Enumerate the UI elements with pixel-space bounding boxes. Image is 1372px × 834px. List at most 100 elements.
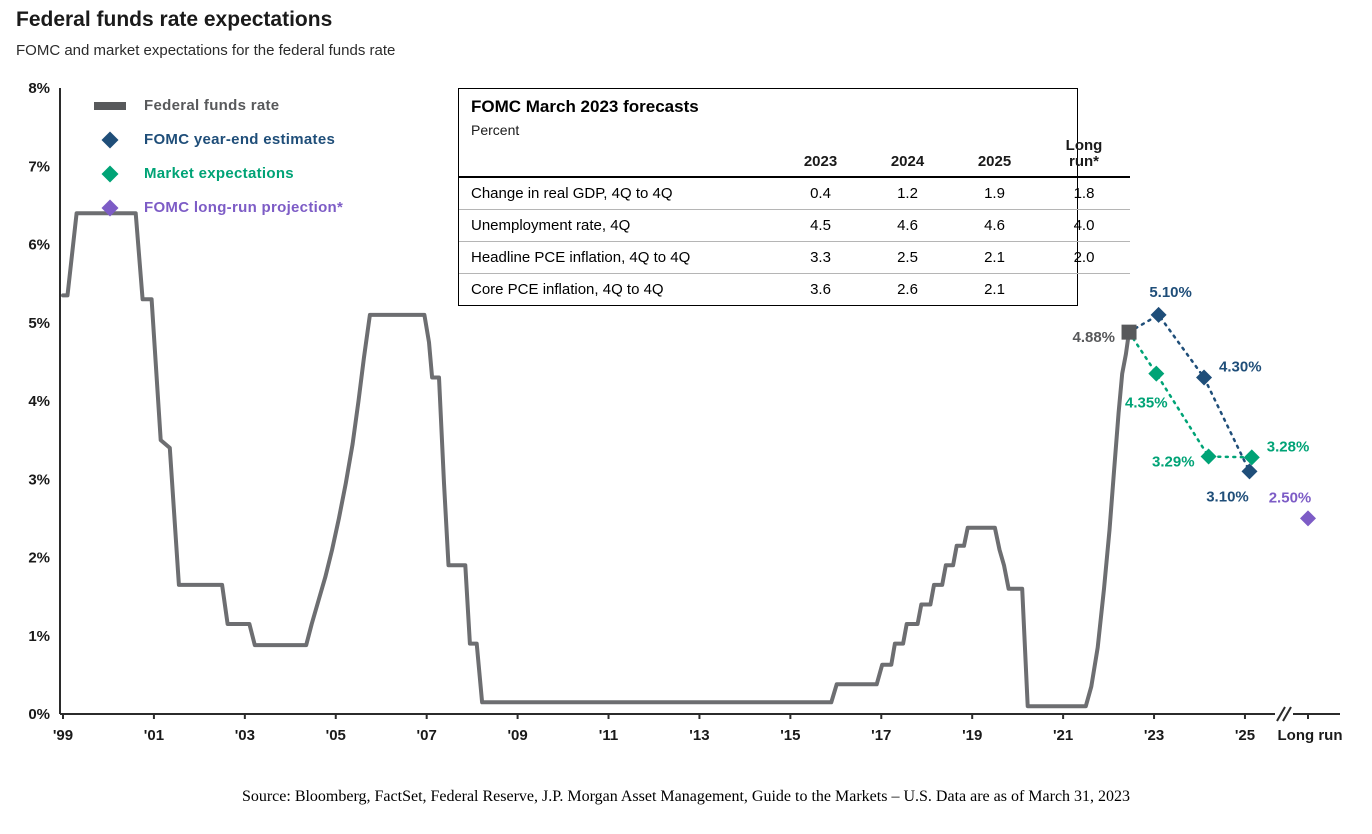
- legend-item: FOMC year-end estimates: [86, 129, 343, 150]
- forecast-table: FOMC March 2023 forecasts Percent 2023 20…: [458, 88, 1130, 306]
- estimate-value-label: 2.50%: [1269, 489, 1312, 506]
- forecast-table-cell: 4.5: [777, 209, 864, 242]
- legend-item: FOMC long-run projection*: [86, 197, 343, 218]
- forecast-table-cell: 3.6: [810, 280, 831, 298]
- forecast-table-header-cell: 2024: [864, 138, 951, 178]
- estimate-diamond-marker: [1196, 369, 1213, 386]
- forecast-table-cell: 4.6: [864, 209, 951, 242]
- x-axis-label: '99: [53, 727, 73, 744]
- chart-subtitle: FOMC and market expectations for the fed…: [16, 42, 396, 59]
- estimate-diamond-marker: [1148, 365, 1165, 382]
- x-axis-label: '07: [417, 727, 437, 744]
- forecast-table-cell: [1038, 273, 1130, 305]
- diamond-icon: [101, 165, 119, 182]
- diamond-icon: [86, 199, 134, 216]
- forecast-table-unit: Percent: [471, 122, 520, 138]
- y-axis-label: 6%: [28, 237, 50, 254]
- estimate-diamond-marker: [1150, 306, 1167, 323]
- axis-break-icon: [1282, 706, 1292, 722]
- forecast-table-row-label: Core PCE inflation, 4Q to 4Q: [471, 280, 664, 298]
- forecast-table-cell: 1.9: [951, 176, 1038, 210]
- diamond-icon: [101, 131, 119, 148]
- estimate-diamond-marker: [1200, 448, 1217, 465]
- forecast-table-cell: 0.4: [777, 176, 864, 210]
- forecast-table-row: Change in real GDP, 4Q to 4Q 0.4 1.2 1.9 1.8: [459, 176, 1130, 210]
- estimate-value-label: 4.35%: [1125, 395, 1168, 412]
- diamond-icon: [86, 131, 134, 148]
- current-rate-label: 4.88%: [1072, 329, 1115, 346]
- diamond-icon: [101, 199, 119, 216]
- forecast-table-row: Unemployment rate, 4Q 4.5 4.6 4.6 4.0: [459, 209, 1130, 242]
- forecast-table-cell: 2.6: [897, 280, 918, 298]
- x-axis-label: '05: [326, 727, 346, 744]
- forecast-table-header-cell: 2025: [951, 138, 1038, 178]
- x-axis-label-long-run: Long run: [1278, 727, 1343, 744]
- legend-label: Market expectations: [144, 165, 294, 182]
- forecast-table-row: Core PCE inflation, 4Q to 4Q 3.6 2.6 2.1: [459, 273, 1130, 305]
- axis-break-icon: [1276, 706, 1286, 722]
- legend-item: Federal funds rate: [86, 95, 343, 116]
- legend-label: FOMC year-end estimates: [144, 131, 336, 148]
- forecast-table-header-cell: 2023: [777, 138, 864, 178]
- legend-label: FOMC long-run projection*: [144, 199, 344, 216]
- x-axis-label: '11: [599, 727, 618, 744]
- estimate-value-label: 3.10%: [1206, 488, 1249, 505]
- x-axis-label: '15: [780, 727, 800, 744]
- legend-item: Market expectations: [86, 163, 343, 184]
- estimate-connector-line: [1127, 330, 1254, 459]
- forecast-table-cell: 2.0: [1038, 241, 1130, 274]
- forecast-table-row: Headline PCE inflation, 4Q to 4Q 3.3 2.5 2.…: [459, 241, 1130, 274]
- source-note: Source: Bloomberg, FactSet, Federal Rese…: [241, 788, 1131, 805]
- forecast-table-cell: 2.1: [951, 241, 1038, 274]
- forecast-table-header-cell: [459, 138, 777, 178]
- estimate-value-label: 4.30%: [1219, 359, 1262, 376]
- forecast-table-cell: 1.8: [1038, 176, 1130, 210]
- forecast-table-row-label: Headline PCE inflation, 4Q to 4Q: [459, 241, 777, 274]
- y-axis-label: 7%: [28, 158, 50, 175]
- line-swatch-icon: [86, 101, 134, 110]
- diamond-icon: [86, 165, 134, 182]
- x-axis-label: '21: [1053, 727, 1073, 744]
- x-axis-label: '03: [235, 727, 255, 744]
- forecast-table-title: FOMC March 2023 forecasts: [471, 97, 699, 116]
- forecast-table-cell: 3.3: [777, 241, 864, 274]
- estimate-diamond-marker: [1300, 510, 1316, 527]
- y-axis-label: 1%: [28, 628, 50, 645]
- forecast-table-header-cell: Long run*: [1038, 138, 1130, 178]
- y-axis-label: 8%: [28, 80, 50, 97]
- y-axis-label: 3%: [28, 471, 50, 488]
- fed-funds-line: [61, 211, 1131, 709]
- x-axis-label: '19: [962, 727, 982, 744]
- forecast-table-cell: 4.0: [1038, 209, 1130, 242]
- forecast-table-grid: 2023 2024 2025 Long run* Change in real GDP,…: [459, 138, 1130, 305]
- legend-label: Federal funds rate: [144, 97, 280, 114]
- x-axis-label: '01: [144, 727, 164, 744]
- current-rate-marker: [1121, 324, 1137, 340]
- y-axis-label: 0%: [28, 706, 50, 723]
- forecast-table-row-label: Unemployment rate, 4Q: [459, 209, 777, 242]
- forecast-table-row-label: Change in real GDP, 4Q to 4Q: [459, 176, 777, 210]
- estimate-value-label: 3.29%: [1152, 454, 1195, 471]
- forecast-table-cell: 2.5: [864, 241, 951, 274]
- estimate-diamond-marker: [1243, 449, 1260, 466]
- y-axis-label: 4%: [28, 393, 50, 410]
- x-axis-label: '17: [871, 727, 891, 744]
- forecast-table-cell: 4.6: [951, 209, 1038, 242]
- line-swatch-icon: [94, 101, 126, 110]
- forecast-table-cell: 2.1: [984, 280, 1005, 298]
- chart-legend: Federal funds rate FOMC year-end estimate…: [86, 95, 343, 231]
- y-axis-label: 5%: [28, 315, 50, 332]
- x-axis-label: '09: [507, 727, 527, 744]
- forecast-table-cell: 1.2: [864, 176, 951, 210]
- estimate-value-label: 5.10%: [1149, 284, 1192, 301]
- estimate-diamond-marker: [1241, 463, 1258, 480]
- x-axis-label: '23: [1144, 727, 1164, 744]
- chart-title: Federal funds rate expectations: [16, 8, 333, 31]
- x-axis-label: '25: [1235, 727, 1255, 744]
- y-axis-label: 2%: [28, 550, 50, 567]
- estimate-connector-line: [1127, 313, 1251, 473]
- estimate-value-label: 3.28%: [1267, 438, 1310, 455]
- x-axis-label: '13: [689, 727, 709, 744]
